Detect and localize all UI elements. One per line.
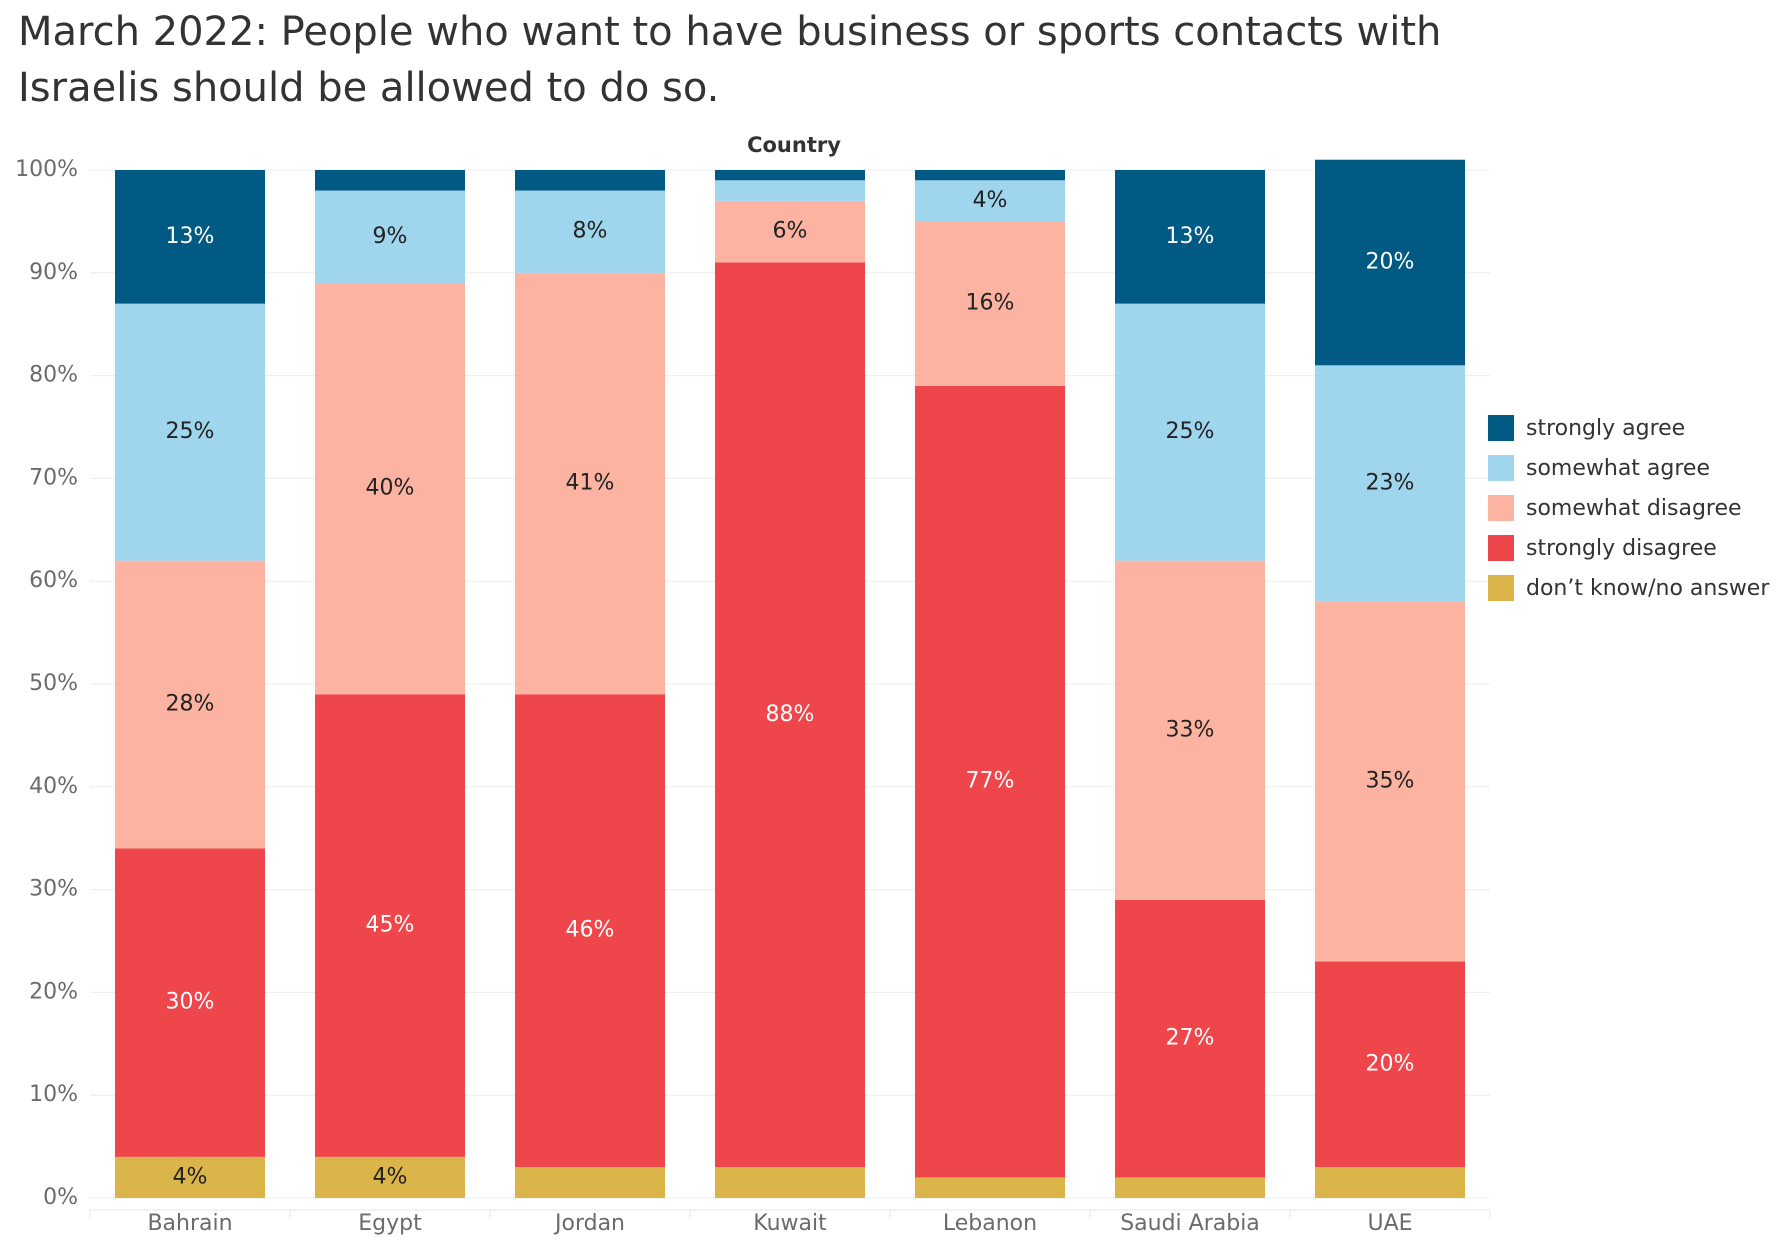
data-label: 25% [1166, 419, 1215, 444]
legend: strongly agree somewhat agree somewhat dis… [1488, 415, 1770, 601]
bar-segment [715, 1167, 865, 1198]
bar-segment [1115, 170, 1265, 304]
data-label: 28% [166, 692, 215, 717]
x-tick-label: Kuwait [753, 1211, 827, 1236]
x-tick-label: Egypt [358, 1211, 422, 1236]
bar-segment [1115, 1177, 1265, 1198]
data-label: 30% [166, 990, 215, 1015]
bar-segment [115, 560, 265, 849]
bar-segment [115, 303, 265, 561]
legend-label: don’t know/no answer [1526, 576, 1770, 601]
data-label: 88% [766, 702, 815, 727]
legend-swatch [1488, 415, 1514, 441]
x-tick-label: Jordan [553, 1211, 625, 1236]
data-label: 40% [366, 476, 415, 501]
bar-segment [1315, 159, 1465, 366]
bar-segment [1115, 899, 1265, 1178]
y-tick-label: 100% [15, 157, 78, 182]
data-label: 77% [966, 769, 1015, 794]
data-label: 13% [1166, 224, 1215, 249]
legend-label: somewhat disagree [1526, 496, 1742, 521]
data-label: 25% [166, 419, 215, 444]
legend-label: strongly agree [1526, 416, 1685, 441]
bar-segment [315, 170, 465, 191]
data-label: 9% [373, 224, 408, 249]
data-label: 23% [1366, 471, 1415, 496]
data-label: 6% [773, 219, 808, 244]
data-label: 20% [1366, 250, 1415, 275]
legend-swatch [1488, 455, 1514, 481]
axes: 0% 10% 20% 30% 40% 50% 60% 70% 80% 90% 100% Country… [15, 133, 1491, 1236]
bar-segment [915, 170, 1065, 181]
data-label: 16% [966, 291, 1015, 316]
data-label: 41% [566, 471, 615, 496]
y-tick-label: 40% [29, 774, 78, 799]
bar-segment [915, 385, 1065, 1178]
bar-segment [515, 1167, 665, 1198]
bar-segment [915, 221, 1065, 386]
x-tick-label: Lebanon [943, 1211, 1037, 1236]
bar-segment [1315, 601, 1465, 962]
bar-segment [915, 1177, 1065, 1198]
bar-segment [315, 283, 465, 695]
x-tick-label: UAE [1367, 1211, 1412, 1236]
bar-segment [715, 180, 865, 201]
bar-segment [1315, 365, 1465, 602]
legend-label: strongly disagree [1526, 536, 1717, 561]
data-label: 46% [566, 918, 615, 943]
bar-segment [115, 1156, 265, 1198]
y-tick-label: 30% [29, 877, 78, 902]
bar-segment [115, 848, 265, 1157]
bar-segment [515, 170, 665, 191]
data-label: 4% [373, 1164, 408, 1189]
y-tick-label: 0% [43, 1185, 78, 1210]
bar-segment [515, 190, 665, 273]
data-label: 27% [1166, 1026, 1215, 1051]
legend-label: somewhat agree [1526, 456, 1710, 481]
y-tick-label: 20% [29, 979, 78, 1004]
data-labels: 4% 30% 28% 25% 13% 4% 45% 40% 9% 46% 41% 8% 88% 6% 77%… [166, 188, 1415, 1190]
bar-segment [1315, 1167, 1465, 1198]
bar-segment [315, 190, 465, 284]
chart-title: March 2022: People who want to have busi… [18, 9, 1442, 111]
data-label: 45% [366, 913, 415, 938]
data-label: 20% [1366, 1051, 1415, 1076]
bar-segment [1115, 560, 1265, 900]
x-tick-label: Bahrain [147, 1211, 232, 1236]
bar-segment [515, 272, 665, 695]
data-label: 13% [166, 224, 215, 249]
y-tick-label: 50% [29, 671, 78, 696]
bars [115, 159, 1465, 1198]
data-label: 35% [1366, 769, 1415, 794]
legend-swatch [1488, 535, 1514, 561]
y-tick-label: 10% [29, 1082, 78, 1107]
y-tick-label: 80% [29, 363, 78, 388]
data-label: 8% [573, 219, 608, 244]
bar-segment [715, 170, 865, 181]
bar-segment [115, 170, 265, 304]
bar-segment [715, 262, 865, 1168]
bar-segment [1315, 961, 1465, 1168]
data-label: 4% [973, 188, 1008, 213]
y-tick-label: 70% [29, 465, 78, 490]
data-label: 33% [1166, 717, 1215, 742]
data-label: 4% [173, 1164, 208, 1189]
x-tick-label: Saudi Arabia [1120, 1211, 1260, 1236]
bar-segment [715, 200, 865, 263]
y-tick-label: 90% [29, 260, 78, 285]
bar-segment [915, 180, 1065, 222]
column-header: Country [747, 133, 841, 157]
bar-segment [1115, 303, 1265, 561]
y-tick-label: 60% [29, 568, 78, 593]
legend-swatch [1488, 495, 1514, 521]
bar-segment [515, 694, 665, 1168]
bar-segment [315, 694, 465, 1157]
bar-segment [315, 1156, 465, 1198]
legend-swatch [1488, 575, 1514, 601]
